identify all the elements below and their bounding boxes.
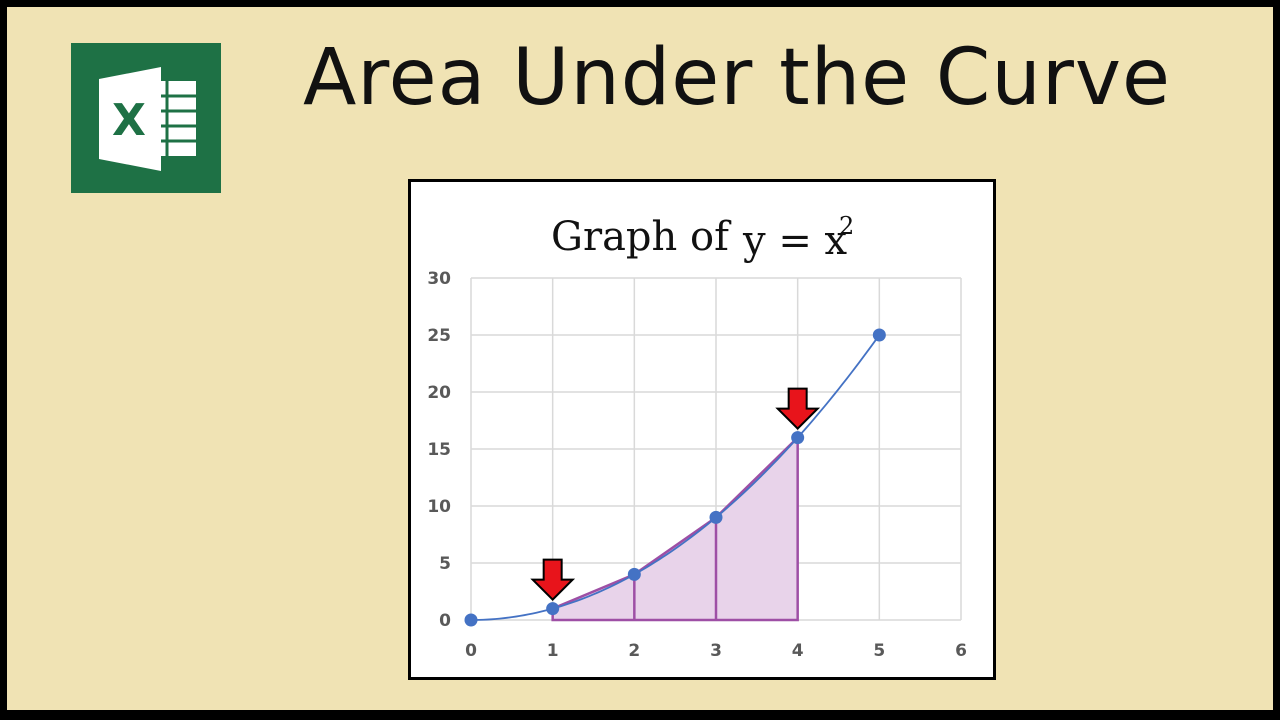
series-line	[464, 328, 886, 627]
chart-title-prefix: Graph of	[551, 214, 732, 260]
y-tick-label: 30	[427, 269, 451, 289]
chart-title-equation: y = x	[742, 218, 848, 264]
series-curve	[470, 334, 881, 621]
y-tick-label: 15	[427, 440, 451, 460]
y-tick-label: 25	[427, 326, 451, 346]
shaded-area-polygon	[551, 434, 799, 622]
x-tick-label: 6	[955, 641, 967, 661]
axis-ticks: 0 1 2 3 4 5 6 0 5 10 15 20 25 30	[427, 269, 967, 661]
excel-icon: X	[71, 43, 221, 193]
excel-logo-letter: X	[112, 95, 146, 146]
y-tick-label: 20	[427, 383, 451, 403]
data-point	[464, 613, 478, 627]
arrows	[530, 387, 821, 602]
data-point	[791, 431, 805, 445]
data-point	[627, 567, 641, 581]
y-tick-label: 5	[439, 554, 451, 574]
shaded-area	[551, 434, 799, 622]
y-tick-label: 10	[427, 497, 451, 517]
chart-title-exponent: 2	[839, 212, 854, 240]
y-tick-label: 0	[439, 611, 451, 631]
x-tick-label: 0	[465, 641, 477, 661]
arrow-marker	[775, 387, 821, 431]
x-tick-label: 3	[710, 641, 722, 661]
x-tick-label: 4	[792, 641, 804, 661]
data-point	[546, 602, 560, 616]
arrow-marker	[530, 558, 576, 602]
headline: Area Under the Curve	[302, 33, 1172, 123]
chart-panel: Graph of y = x 2 0 1 2 3 4 5 6 0 5 10 15 20 25 30	[408, 179, 996, 680]
data-point	[872, 328, 886, 342]
x-tick-label: 5	[873, 641, 885, 661]
x-tick-label: 2	[628, 641, 640, 661]
data-point	[709, 510, 723, 524]
excel-logo-book	[99, 67, 161, 171]
x-tick-label: 1	[547, 641, 559, 661]
chart: Graph of y = x 2 0 1 2 3 4 5 6 0 5 10 15 20 25 30	[427, 212, 967, 661]
